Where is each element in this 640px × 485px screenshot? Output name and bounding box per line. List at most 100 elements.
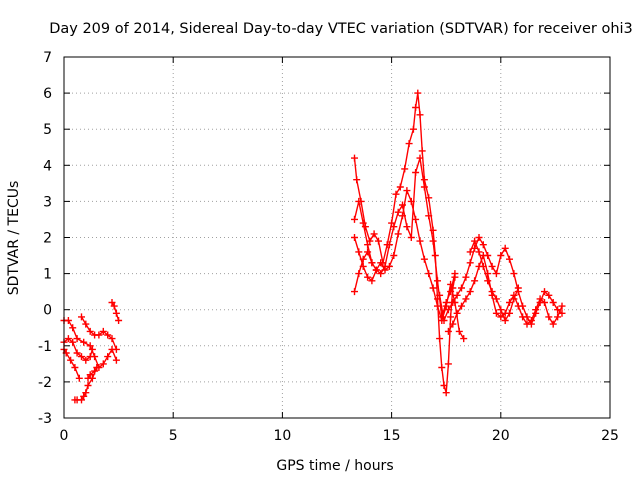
data-point [407, 197, 415, 205]
series-line [469, 240, 519, 322]
data-point [403, 187, 411, 195]
data-series-5 [78, 313, 120, 353]
data-point [444, 306, 452, 314]
data-point [455, 327, 463, 335]
data-point [64, 317, 72, 324]
data-point [444, 360, 452, 368]
data-point [449, 299, 457, 306]
data-point [462, 273, 470, 281]
data-point [82, 320, 90, 328]
data-point [436, 291, 444, 299]
y-tick-label: 3 [43, 194, 52, 210]
data-point [510, 295, 518, 303]
data-point [71, 364, 79, 371]
series-line [111, 301, 120, 322]
data-point [377, 270, 385, 278]
data-point [86, 327, 94, 335]
data-point [506, 309, 513, 317]
data-point [364, 241, 372, 249]
data-point [84, 382, 92, 389]
data-point [420, 183, 428, 191]
data-point [108, 299, 116, 306]
chart-title: Day 209 of 2014, Sidereal Day-to-day VTE… [49, 21, 633, 37]
data-point [359, 255, 367, 263]
data-point [425, 270, 433, 278]
data-point [447, 313, 455, 321]
data-point [73, 335, 81, 343]
data-point [412, 169, 420, 176]
data-point [444, 327, 452, 335]
data-point [112, 309, 120, 317]
data-point [390, 223, 398, 231]
data-point [532, 306, 540, 314]
data-point [71, 396, 79, 404]
data-series-10 [351, 248, 376, 296]
data-point [372, 266, 380, 274]
data-point [112, 345, 120, 353]
grid-layer [64, 57, 610, 418]
data-point [536, 295, 544, 303]
data-point [99, 327, 107, 335]
series-layer [60, 89, 566, 404]
data-point [471, 277, 479, 285]
data-point [73, 349, 81, 357]
data-point [91, 367, 99, 375]
data-point [436, 335, 444, 343]
data-series-6 [108, 299, 123, 324]
data-point [361, 223, 369, 231]
plot-frame [63, 56, 611, 419]
data-point [64, 335, 72, 343]
data-point [545, 291, 553, 299]
data-point [80, 338, 88, 346]
data-point [390, 252, 398, 259]
data-point [69, 338, 77, 346]
data-series-4 [71, 364, 101, 404]
y-tick-label: -1 [38, 339, 52, 355]
data-point [67, 356, 75, 364]
data-point [434, 302, 441, 310]
data-point [458, 302, 465, 310]
data-point [523, 320, 531, 328]
y-tick-label: -3 [38, 411, 52, 427]
data-point [418, 147, 426, 155]
data-point [88, 374, 96, 382]
data-point [527, 317, 535, 324]
data-series-12 [444, 252, 566, 335]
y-tick-label: 4 [43, 158, 52, 174]
data-point [80, 392, 88, 400]
data-point [475, 248, 483, 256]
data-point [466, 248, 474, 256]
data-point [434, 277, 441, 285]
data-point [353, 176, 361, 184]
data-point [554, 313, 562, 321]
data-point [497, 252, 505, 259]
data-point [112, 356, 120, 364]
data-point [351, 234, 358, 241]
data-point [541, 299, 548, 306]
x-axis-label: GPS time / hours [276, 458, 393, 474]
data-point [492, 270, 500, 278]
x-tick-label: 15 [383, 428, 401, 444]
data-point [488, 262, 496, 270]
data-point [401, 165, 409, 173]
data-point [506, 255, 513, 263]
data-point [549, 320, 557, 328]
y-tick-label: 0 [43, 303, 52, 319]
data-point [484, 277, 492, 285]
data-point [377, 259, 385, 267]
data-point [460, 335, 468, 343]
data-point [453, 291, 461, 299]
data-point [351, 154, 358, 162]
data-point [541, 288, 548, 296]
data-point [466, 259, 474, 267]
data-point [440, 382, 448, 389]
data-point [453, 309, 461, 317]
data-point [409, 125, 417, 133]
data-point [514, 284, 522, 292]
data-point [458, 284, 465, 292]
data-point [375, 237, 382, 245]
data-point [355, 248, 363, 256]
data-point [75, 374, 83, 382]
